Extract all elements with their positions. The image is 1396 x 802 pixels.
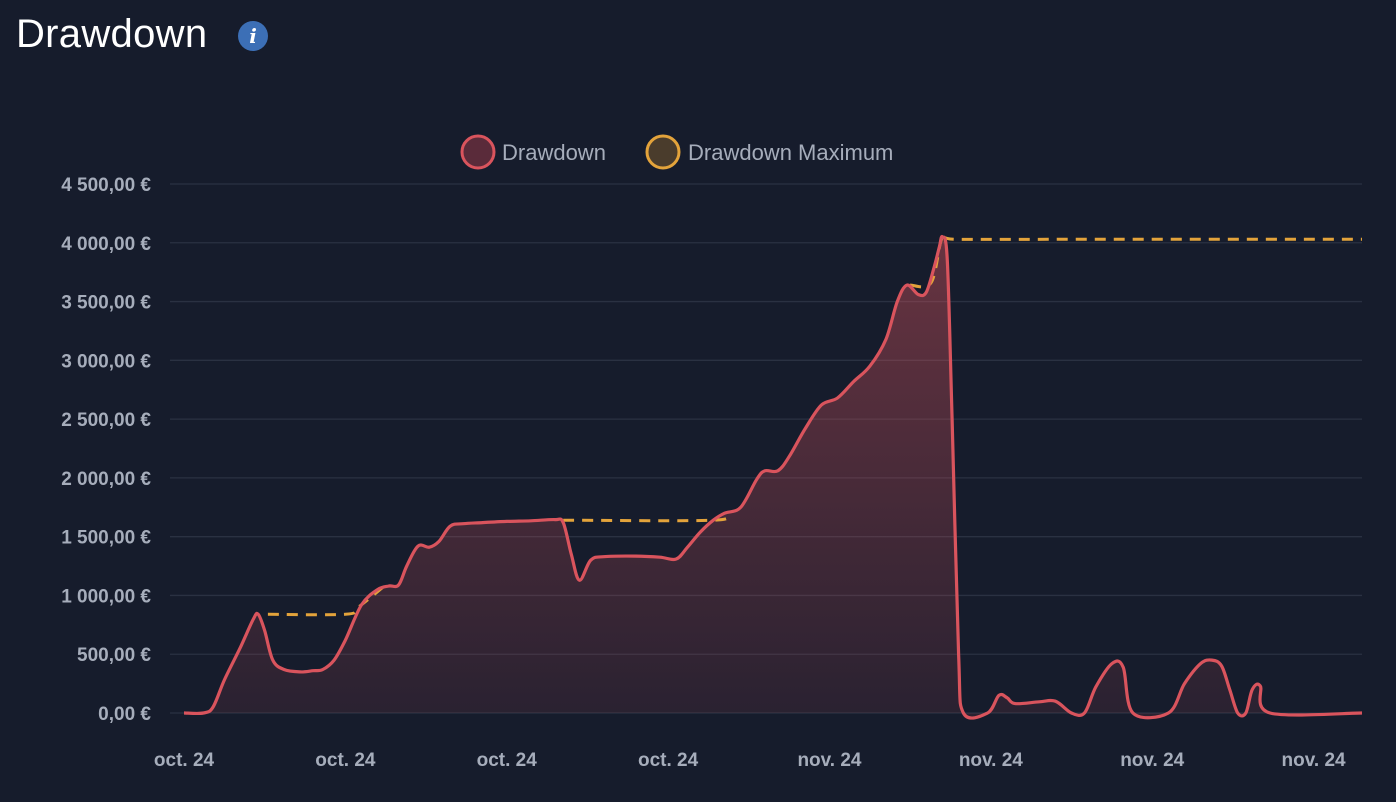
x-tick-label: oct. 24	[638, 750, 699, 771]
y-tick-label: 2 000,00 €	[61, 469, 151, 490]
panel-title: Drawdown	[16, 12, 208, 56]
chart-legend: Drawdown Drawdown Maximum	[460, 134, 893, 170]
x-tick-label: oct. 24	[315, 750, 376, 771]
drawdown-maximum-line[interactable]	[910, 232, 1362, 289]
drawdown-maximum-line[interactable]	[563, 511, 730, 523]
y-tick-label: 3 000,00 €	[61, 351, 151, 372]
y-tick-label: 1 500,00 €	[61, 528, 151, 549]
y-tick-label: 4 500,00 €	[61, 175, 151, 196]
x-tick-label: nov. 24	[1120, 750, 1184, 771]
x-tick-label: oct. 24	[477, 750, 538, 771]
info-icon[interactable]: i	[238, 21, 268, 51]
x-tick-label: oct. 24	[154, 750, 215, 771]
legend-marker-drawdown-maximum[interactable]	[645, 134, 681, 170]
x-tick-label: nov. 24	[797, 750, 861, 771]
y-tick-label: 1 000,00 €	[61, 586, 151, 607]
y-tick-label: 0,00 €	[98, 704, 151, 725]
y-tick-label: 4 000,00 €	[61, 234, 151, 255]
drawdown-line[interactable]	[183, 234, 1363, 720]
legend-label-drawdown-maximum[interactable]: Drawdown Maximum	[688, 140, 893, 165]
x-tick-label: nov. 24	[959, 750, 1023, 771]
legend-marker-drawdown[interactable]	[460, 134, 496, 170]
x-tick-label: nov. 24	[1282, 750, 1346, 771]
y-tick-label: 2 500,00 €	[61, 410, 151, 431]
drawdown-area	[184, 236, 1362, 719]
legend-label-drawdown[interactable]: Drawdown	[502, 140, 606, 165]
y-tick-label: 500,00 €	[77, 645, 151, 666]
y-tick-label: 3 500,00 €	[61, 293, 151, 314]
